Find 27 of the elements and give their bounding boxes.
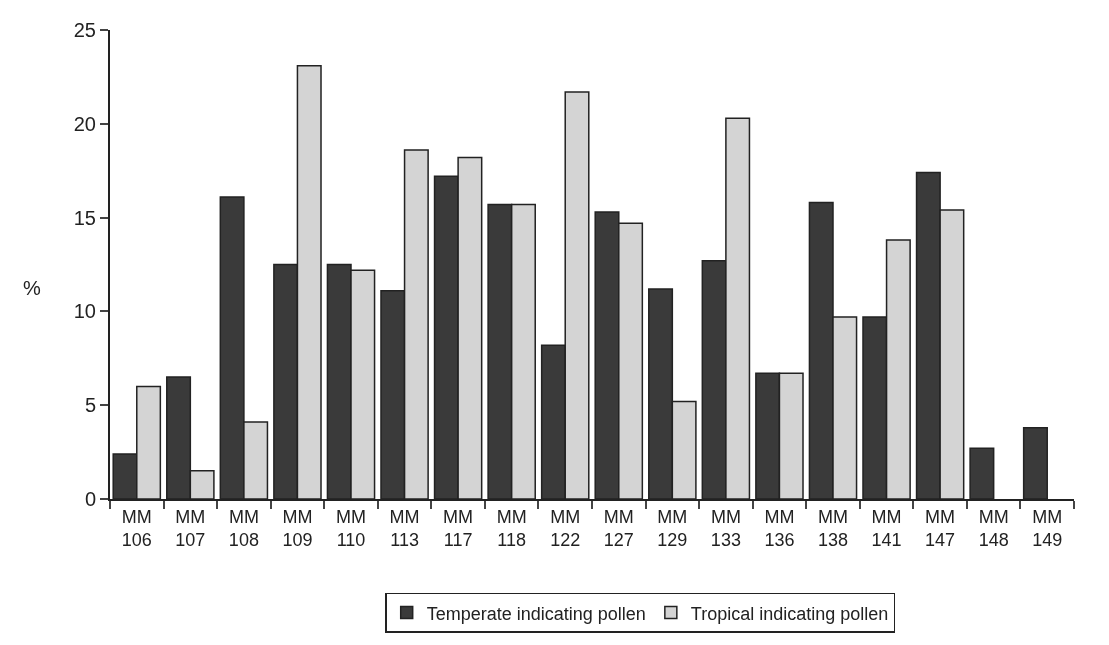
- x-tick-label: MM 106: [121, 506, 152, 550]
- x-tick-label: MM 149: [1032, 506, 1063, 550]
- y-tick-label: 5: [84, 394, 96, 417]
- legend-label: Temperate indicating pollen: [426, 603, 646, 624]
- x-tick-label: MM 141: [871, 506, 902, 550]
- legend-label: Tropical indicating pollen: [690, 603, 889, 624]
- x-tick-label: MM 129: [657, 506, 688, 550]
- y-axis-title: %: [23, 277, 41, 299]
- x-tick-label: MM 108: [228, 506, 259, 550]
- x-tick-label: MM 109: [282, 506, 313, 550]
- x-tick-label: MM 113: [389, 506, 420, 550]
- x-tick-label: MM 148: [978, 506, 1009, 550]
- y-tick-label: 15: [73, 206, 96, 229]
- y-tick-label: 20: [73, 112, 96, 135]
- x-tick-label: MM 117: [443, 506, 474, 550]
- x-tick-label: MM 122: [550, 506, 581, 550]
- x-tick-label: MM 127: [603, 506, 634, 550]
- x-tick-label: MM 107: [175, 506, 206, 550]
- x-tick-label: MM 133: [710, 506, 741, 550]
- x-tick-label: MM 118: [496, 506, 527, 550]
- y-tick-label: 25: [73, 19, 96, 41]
- x-tick-label: MM 110: [336, 506, 366, 550]
- y-tick-label: 0: [84, 488, 96, 510]
- x-tick-label: MM 136: [764, 506, 795, 550]
- x-tick-label: MM 147: [925, 506, 956, 550]
- x-tick-label: MM 138: [817, 506, 849, 550]
- y-tick-label: 10: [73, 300, 96, 323]
